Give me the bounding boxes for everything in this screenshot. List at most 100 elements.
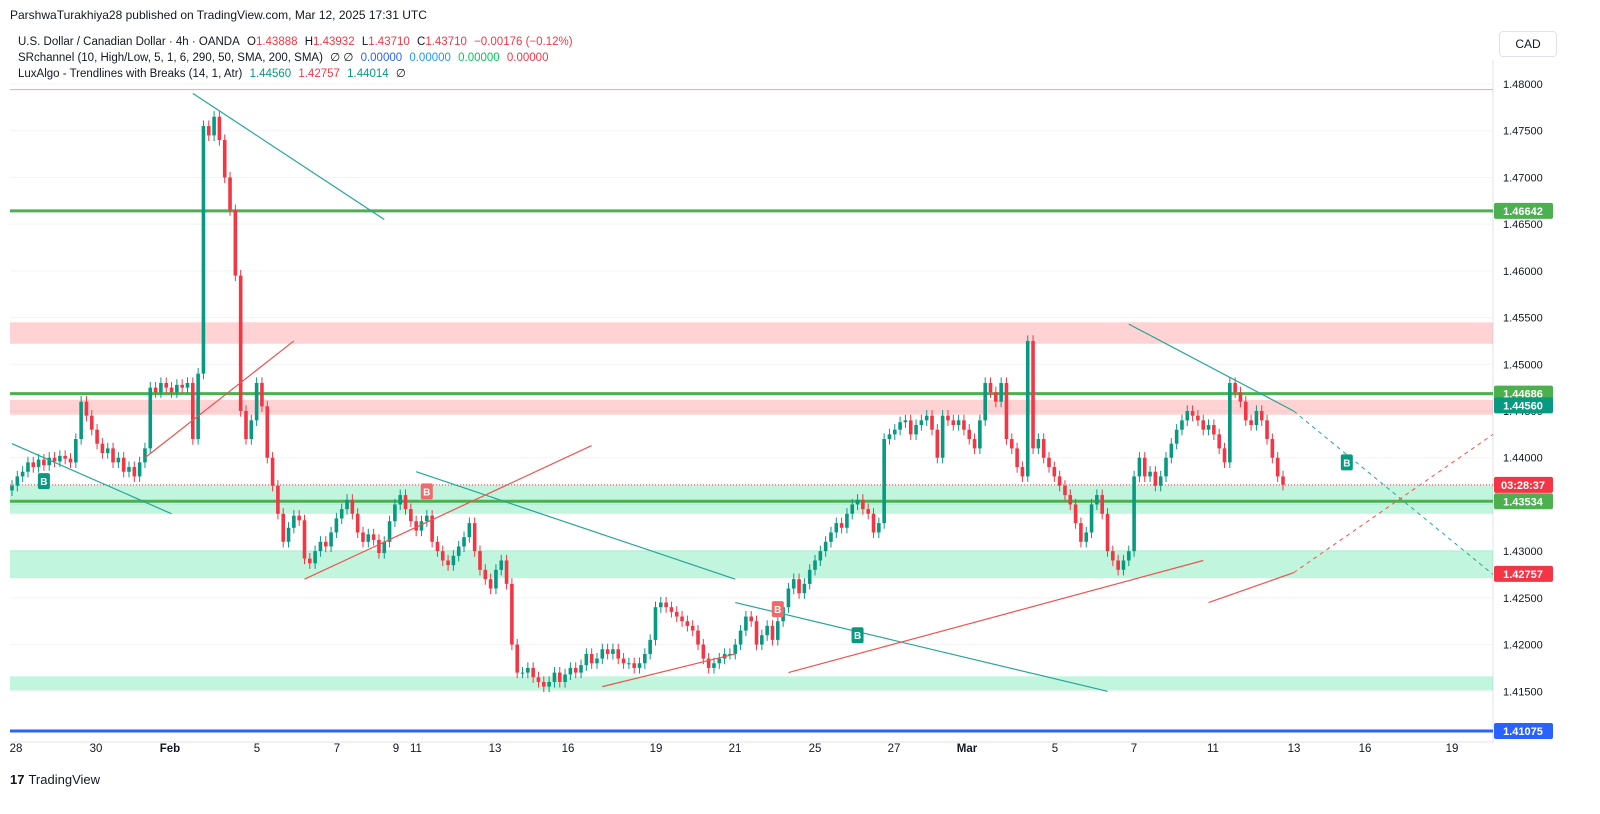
price-tick-label: 1.47500	[1503, 126, 1543, 138]
candle	[1137, 457, 1142, 477]
candle	[201, 126, 206, 374]
candle	[600, 649, 605, 659]
signal-label: B	[854, 631, 861, 642]
srchannel-name[interactable]: SRchannel (10, High/Low, 5, 1, 6, 290, 5…	[18, 52, 323, 64]
candle	[127, 467, 131, 472]
candle	[738, 630, 743, 645]
candle	[281, 513, 286, 542]
candle	[58, 455, 62, 462]
candle	[637, 663, 642, 668]
candle	[829, 532, 833, 542]
candle	[1095, 495, 1099, 505]
time-tick-label: 27	[888, 743, 901, 755]
time-tick-label: Mar	[957, 743, 978, 755]
candle	[244, 411, 248, 440]
trendline	[788, 559, 1204, 674]
candle	[382, 541, 387, 554]
candle	[185, 382, 190, 388]
signal-label: B	[423, 487, 430, 498]
candle	[31, 462, 36, 468]
candle	[690, 625, 695, 631]
candle	[148, 387, 153, 449]
change-value: −0.00176 (−0.12%)	[474, 36, 573, 48]
candle	[398, 495, 403, 505]
trendline	[144, 340, 295, 459]
price-axis-label	[1494, 397, 1553, 414]
candle	[712, 663, 716, 668]
candle	[1126, 551, 1131, 561]
tradingview-brand: TradingView	[28, 772, 101, 787]
candle	[366, 534, 371, 542]
signal-label: B	[1343, 458, 1350, 469]
candle	[1111, 551, 1115, 561]
trendline	[602, 653, 736, 688]
candle	[20, 471, 25, 477]
open-value: 1.43888	[255, 36, 298, 48]
low-label: L	[361, 36, 369, 48]
candle	[105, 448, 110, 454]
candle	[802, 583, 807, 594]
high-label: H	[304, 36, 314, 48]
candle	[1249, 420, 1253, 426]
candle	[1270, 439, 1275, 458]
tradingview-logo[interactable]: 17 TradingView	[10, 772, 100, 787]
candle	[797, 579, 801, 594]
candle	[770, 625, 775, 640]
candle	[169, 387, 174, 393]
candle	[403, 495, 408, 510]
candle	[643, 653, 647, 664]
candle	[1025, 340, 1030, 477]
candle	[286, 527, 291, 542]
candle	[807, 569, 812, 584]
candle	[425, 515, 429, 522]
candle	[111, 448, 115, 463]
resistance-zone	[10, 322, 1493, 344]
time-tick-label: 5	[1052, 743, 1058, 755]
publisher-line: ParshwaTurakhiya28 published on TradingV…	[10, 8, 427, 22]
open-label: O	[246, 36, 256, 48]
candle	[1265, 420, 1269, 440]
time-tick-label: 13	[1288, 743, 1301, 755]
candle	[355, 513, 360, 533]
candle	[302, 520, 307, 559]
candle	[1281, 476, 1285, 485]
candle	[143, 448, 147, 463]
candle	[839, 523, 844, 528]
candle	[1196, 415, 1200, 421]
candle	[137, 462, 142, 477]
candle	[270, 457, 275, 486]
candle	[1020, 467, 1025, 477]
candle	[775, 621, 780, 640]
candle	[786, 588, 791, 608]
candle	[1222, 448, 1227, 463]
candle	[180, 384, 184, 388]
trendline	[1208, 572, 1294, 604]
luxalgo-value-2: 1.42757	[298, 68, 340, 80]
luxalgo-name[interactable]: LuxAlgo - Trendlines with Breaks (14, 1,…	[18, 68, 243, 80]
candle	[946, 415, 950, 421]
symbol-name[interactable]: U.S. Dollar / Canadian Dollar · 4h · OAN…	[18, 36, 240, 48]
price-tick-label: 1.48000	[1503, 79, 1543, 91]
currency-button[interactable]: CAD	[1499, 31, 1557, 57]
candle	[334, 518, 339, 533]
trendline	[11, 443, 172, 515]
candle	[1180, 420, 1184, 430]
candle	[653, 607, 658, 640]
candle	[308, 558, 312, 564]
luxalgo-value-1: 1.44560	[249, 68, 292, 80]
candle	[462, 537, 466, 547]
candle	[504, 560, 509, 584]
candle	[616, 649, 621, 659]
candle	[483, 569, 488, 580]
trendline	[1128, 323, 1294, 412]
candle	[526, 667, 530, 673]
candle	[951, 420, 956, 426]
candle	[994, 392, 998, 402]
candle	[1047, 457, 1051, 468]
candle	[1228, 382, 1232, 463]
candle	[685, 621, 690, 626]
candle	[892, 429, 897, 435]
low-value: 1.43710	[368, 36, 410, 48]
candle	[579, 665, 583, 673]
